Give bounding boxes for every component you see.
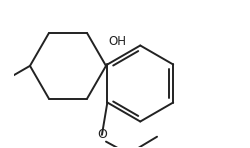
Text: O: O [97, 128, 107, 141]
Text: OH: OH [109, 35, 127, 48]
